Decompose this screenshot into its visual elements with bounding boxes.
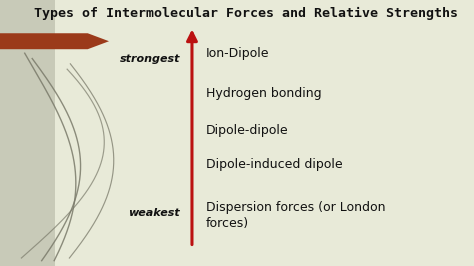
Text: Hydrogen bonding: Hydrogen bonding (206, 87, 322, 99)
Text: Dipole-induced dipole: Dipole-induced dipole (206, 159, 343, 171)
Bar (0, 0, 55, 266)
Text: Ion-Dipole: Ion-Dipole (206, 47, 270, 60)
Text: strongest: strongest (119, 53, 180, 64)
Text: Dipole-dipole: Dipole-dipole (206, 124, 289, 137)
Text: weakest: weakest (128, 208, 180, 218)
Polygon shape (0, 33, 109, 49)
Text: Types of Intermolecular Forces and Relative Strengths: Types of Intermolecular Forces and Relat… (35, 7, 458, 20)
Text: Dispersion forces (or London
forces): Dispersion forces (or London forces) (206, 201, 386, 230)
